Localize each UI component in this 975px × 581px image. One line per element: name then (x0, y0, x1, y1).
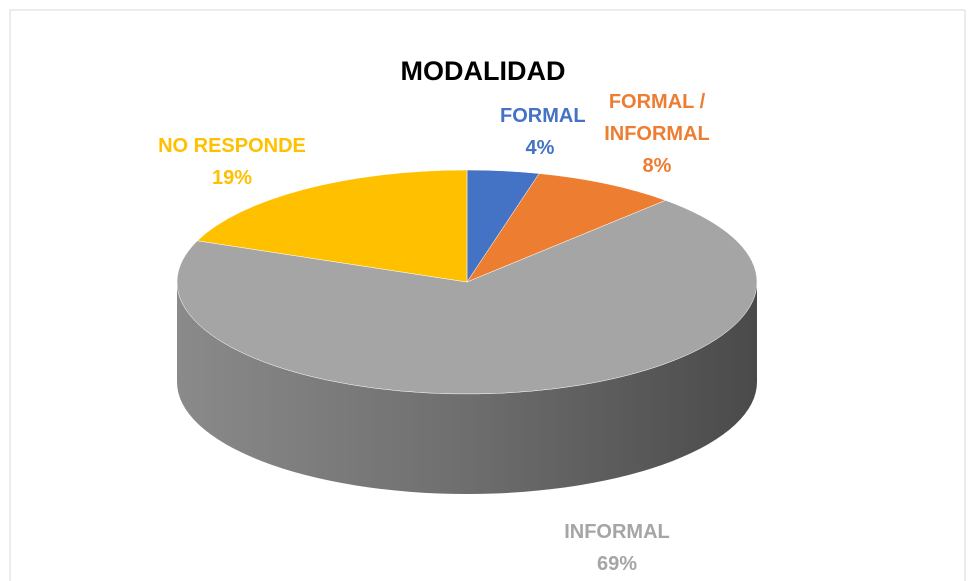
category-label: NO RESPONDE (158, 135, 306, 157)
data-label: INFORMAL 69% (547, 516, 687, 580)
pie-slice (176, 200, 758, 395)
pie-side (177, 282, 757, 494)
value-label: 19% (211, 167, 253, 189)
category-label: INFORMAL (564, 521, 670, 543)
data-label: NO RESPONDE 19% (132, 130, 332, 194)
category-label: FORMAL / INFORMAL (604, 91, 710, 145)
data-label: FORMAL / INFORMAL 8% (587, 86, 727, 182)
data-label: FORMAL 4% (500, 100, 586, 164)
chart-border (9, 9, 966, 581)
pie-slice (196, 169, 468, 283)
value-label: 4% (525, 137, 555, 159)
category-label: FORMAL (500, 105, 586, 127)
value-label: 69% (596, 553, 638, 575)
value-label: 8% (642, 155, 672, 177)
pie-slice (466, 173, 667, 283)
chart-title: MODALIDAD (400, 56, 566, 86)
